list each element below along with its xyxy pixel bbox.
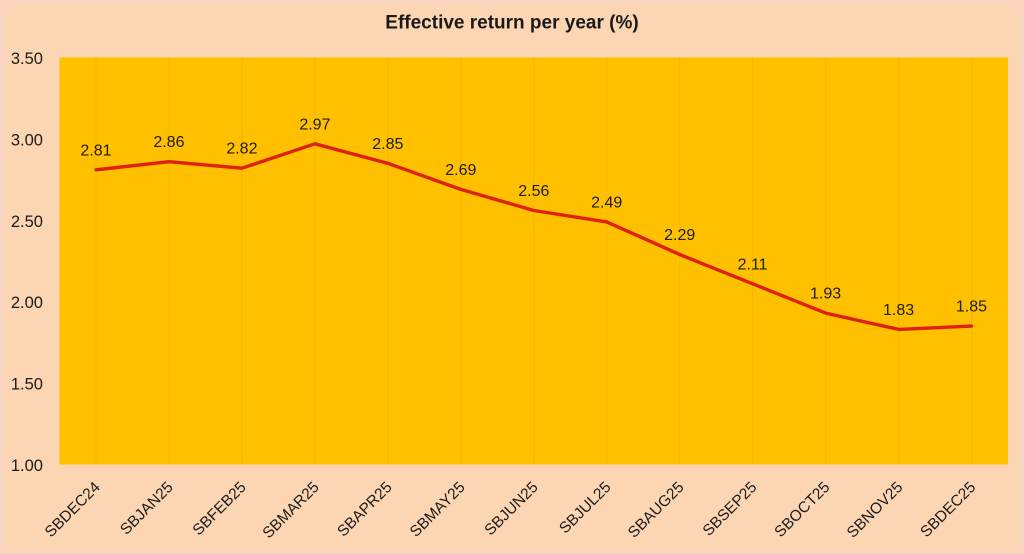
svg-text:2.50: 2.50 (11, 213, 43, 231)
svg-text:2.00: 2.00 (11, 294, 43, 312)
svg-text:3.50: 3.50 (11, 50, 43, 68)
svg-text:2.29: 2.29 (664, 227, 695, 244)
svg-text:2.85: 2.85 (372, 136, 403, 153)
svg-text:2.82: 2.82 (226, 141, 257, 158)
svg-text:2.86: 2.86 (153, 134, 184, 151)
svg-text:3.00: 3.00 (11, 131, 43, 149)
svg-text:1.83: 1.83 (883, 302, 914, 319)
svg-text:2.56: 2.56 (518, 183, 549, 200)
svg-text:2.81: 2.81 (80, 142, 111, 159)
svg-text:2.49: 2.49 (591, 194, 622, 211)
svg-text:2.97: 2.97 (299, 116, 330, 133)
svg-text:1.93: 1.93 (810, 286, 841, 303)
svg-text:1.85: 1.85 (956, 299, 987, 316)
svg-text:2.11: 2.11 (738, 256, 768, 273)
svg-text:1.50: 1.50 (11, 376, 43, 394)
svg-text:2.69: 2.69 (445, 162, 476, 179)
svg-text:1.00: 1.00 (11, 457, 43, 475)
svg-text:Effective return per year (%): Effective return per year (%) (385, 13, 638, 34)
